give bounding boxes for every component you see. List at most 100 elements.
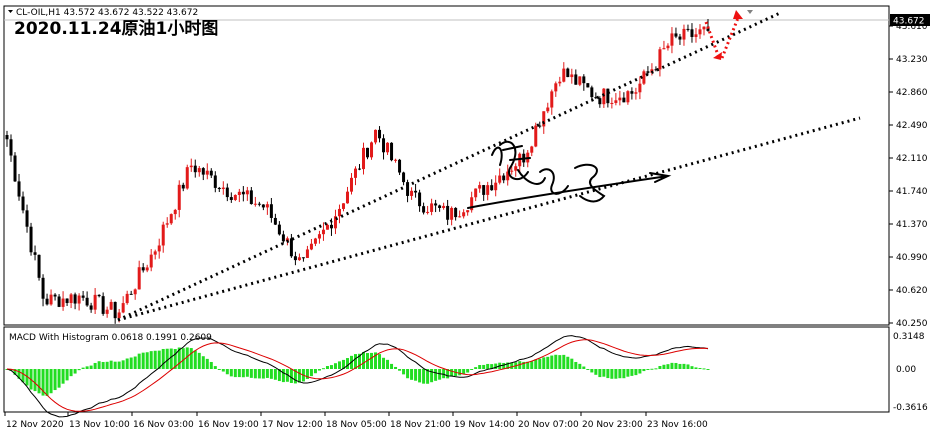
candle-bull	[410, 190, 414, 196]
histogram-bar	[390, 363, 394, 369]
candle-bull	[558, 81, 562, 84]
candle-bull	[333, 216, 337, 229]
candle-bear	[366, 147, 370, 158]
candle-bull	[349, 177, 353, 192]
histogram-bar	[626, 369, 630, 377]
histogram-bar	[245, 369, 249, 377]
histogram-bar	[642, 369, 646, 372]
histogram-bar	[378, 354, 382, 369]
candle-bear	[586, 83, 590, 88]
histogram-bar	[550, 355, 554, 369]
candle-bull	[534, 125, 538, 147]
candle-bull	[69, 294, 73, 304]
histogram-bar	[37, 369, 41, 394]
histogram-bar	[137, 353, 141, 369]
time-tick-label: 18 Nov 21:00	[390, 420, 451, 430]
histogram-bar	[374, 352, 378, 369]
candle-bear	[213, 175, 217, 188]
price-tick-label: 40.990	[896, 253, 928, 263]
chart-title: 2020.11.24原油1小时图	[14, 18, 218, 39]
candle-bull	[658, 49, 662, 70]
histogram-bar	[181, 348, 185, 369]
histogram-bar	[113, 361, 117, 369]
candle-bear	[646, 71, 650, 73]
candle-bear	[438, 205, 442, 208]
trendline-shallow[interactable]	[117, 116, 861, 322]
candle-bear	[706, 26, 710, 31]
histogram-bar	[129, 357, 133, 369]
candle-bull	[618, 97, 622, 101]
chevron-down-icon[interactable]	[8, 10, 13, 13]
candle-bull	[149, 254, 153, 268]
histogram-bar	[702, 368, 706, 370]
histogram-bar	[606, 369, 610, 379]
histogram-bar	[682, 363, 686, 369]
histogram-bar	[646, 369, 650, 370]
histogram-bar	[478, 365, 482, 369]
candle-bear	[25, 210, 29, 227]
histogram-bar	[345, 358, 349, 369]
histogram-bar	[213, 366, 217, 369]
histogram-bar	[502, 362, 506, 369]
histogram-bar	[69, 369, 73, 377]
candle-bear	[209, 170, 213, 176]
histogram-bar	[370, 352, 374, 369]
histogram-bar	[61, 369, 65, 384]
histogram-bar	[430, 369, 434, 383]
histogram-bar	[530, 361, 534, 369]
candle-bear	[402, 172, 406, 183]
histogram-bar	[49, 369, 53, 394]
histogram-bar	[386, 359, 390, 369]
histogram-bar	[534, 359, 538, 369]
candle-bull	[506, 171, 510, 181]
candle-bear	[538, 125, 542, 127]
histogram-bar	[522, 361, 526, 369]
histogram-bar	[486, 363, 490, 369]
shift-marker-icon	[747, 10, 753, 14]
candle-bear	[590, 87, 594, 98]
candle-bear	[630, 91, 634, 94]
candle-bull	[185, 167, 189, 189]
candle-bear	[73, 294, 77, 304]
histogram-bar	[538, 358, 542, 369]
histogram-bar	[610, 369, 614, 379]
candle-bear	[490, 185, 494, 191]
histogram-bar	[450, 369, 454, 377]
candle-bull	[546, 107, 550, 112]
candle-bull	[313, 238, 317, 244]
histogram-bar	[670, 362, 674, 369]
trendline-steep[interactable]	[117, 11, 781, 322]
histogram-bar	[125, 358, 129, 369]
histogram-bar	[257, 369, 261, 379]
candle-bull	[610, 102, 614, 104]
time-tick-label: 16 Nov 19:00	[198, 420, 259, 430]
candle-bear	[201, 168, 205, 175]
histogram-bar	[57, 369, 61, 388]
candle-bear	[225, 187, 229, 198]
candle-bear	[574, 74, 578, 85]
candle-bull	[309, 243, 313, 250]
histogram-bar	[77, 369, 81, 371]
histogram-bar	[662, 364, 666, 369]
histogram-bar	[145, 352, 149, 369]
histogram-bar	[422, 369, 426, 384]
candle-bull	[542, 111, 546, 127]
histogram-bar	[658, 366, 662, 369]
time-tick-label: 20 Nov 07:00	[518, 420, 579, 430]
candle-bear	[273, 217, 277, 225]
candle-bull	[93, 294, 97, 310]
candle-bear	[382, 138, 386, 153]
candle-bear	[269, 204, 273, 218]
candle-bear	[89, 305, 93, 310]
histogram-bar	[329, 365, 333, 369]
candle-bear	[566, 68, 570, 78]
histogram-bar	[418, 369, 422, 383]
histogram-bar	[694, 367, 698, 369]
histogram-bar	[570, 358, 574, 369]
candle-bear	[678, 36, 682, 40]
candle-bear	[406, 182, 410, 196]
histogram-bar	[678, 363, 682, 369]
candle-bull	[450, 207, 454, 220]
histogram-bar	[33, 369, 37, 392]
histogram-bar	[149, 351, 153, 369]
